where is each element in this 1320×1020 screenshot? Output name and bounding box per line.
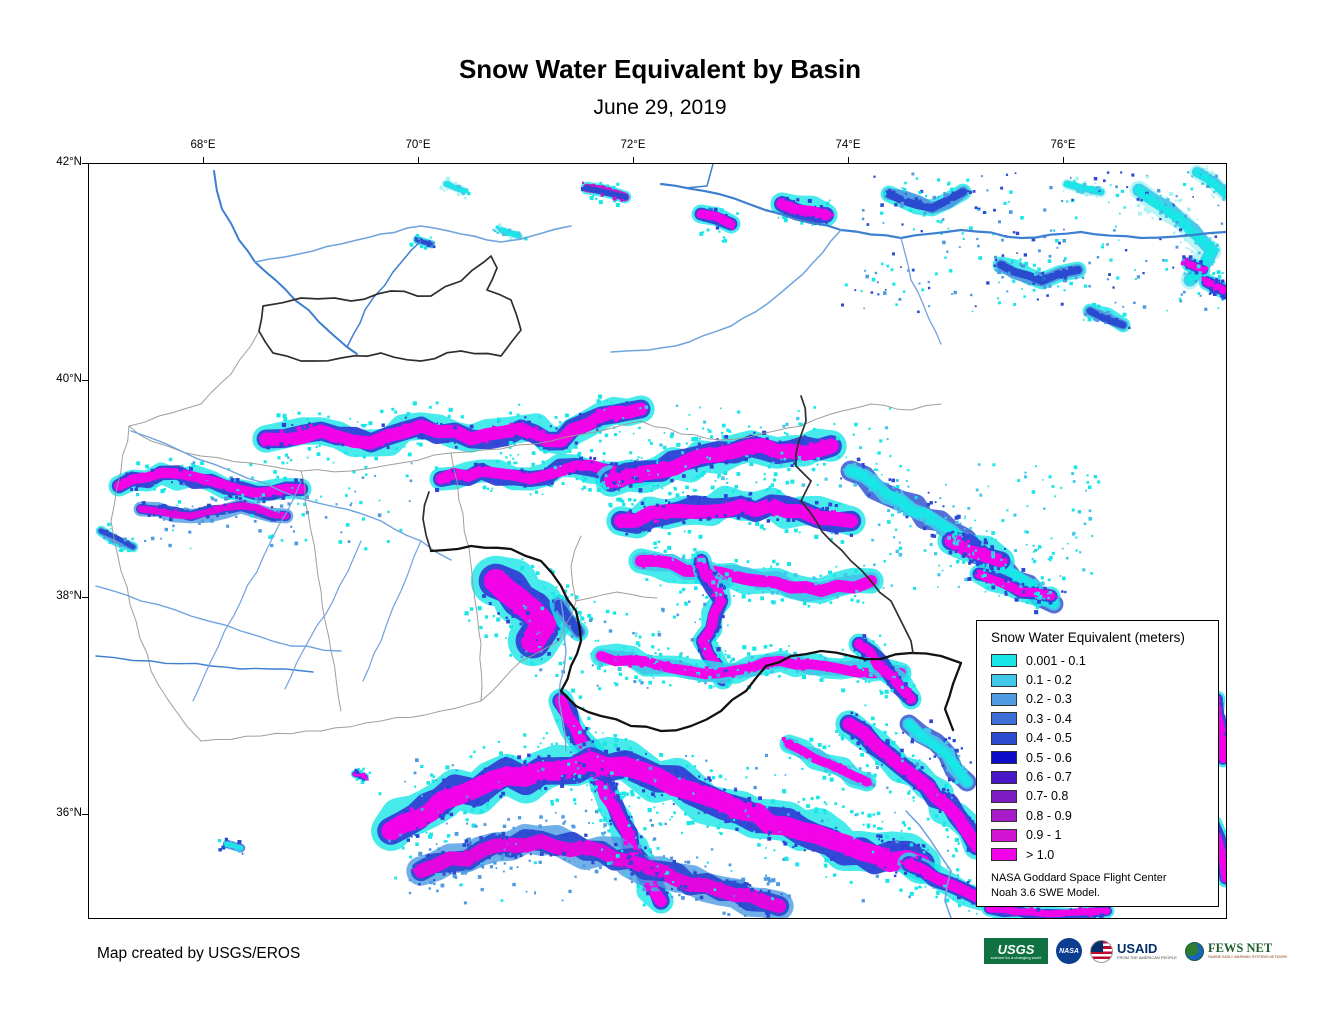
y-axis-label-36n: 36°N: [56, 807, 82, 819]
x-axis-label-70e: 70°E: [405, 139, 431, 151]
legend-label: 0.4 - 0.5: [1026, 731, 1072, 746]
legend-note: NASA Goddard Space Flight Center Noah 3.…: [991, 871, 1208, 901]
axis-tick: [847, 157, 849, 163]
x-axis-label-68e: 68°E: [190, 139, 216, 151]
usgs-logo-tagline: science for a changing world: [990, 954, 1042, 960]
x-axis-label-72e: 72°E: [620, 139, 646, 151]
legend-row: 0.8 - 0.9: [991, 806, 1208, 825]
axis-tick: [82, 814, 88, 815]
legend-label: 0.5 - 0.6: [1026, 750, 1072, 765]
nasa-logo-text: NASA: [1059, 947, 1079, 955]
legend-swatch: [991, 751, 1017, 765]
legend-label: 0.9 - 1: [1026, 828, 1062, 843]
legend-swatch: [991, 809, 1017, 823]
usgs-logo: USGS science for a changing world: [984, 938, 1048, 964]
usgs-logo-text: USGS: [997, 941, 1035, 957]
legend-label: 0.8 - 0.9: [1026, 808, 1072, 823]
legend-row: 0.001 - 0.1: [991, 651, 1208, 670]
fewsnet-logo-text: FEWS NET: [1207, 941, 1273, 956]
legend-swatch: [991, 770, 1017, 784]
legend-row: 0.7- 0.8: [991, 787, 1208, 806]
legend-note-line-2: Noah 3.6 SWE Model.: [991, 887, 1100, 900]
legend-swatch: [991, 731, 1017, 745]
legend-row: 0.4 - 0.5: [991, 729, 1208, 748]
legend-row: > 1.0: [991, 845, 1208, 864]
legend-label: 0.2 - 0.3: [1026, 692, 1072, 707]
usaid-logo-text: USAID: [1117, 940, 1158, 956]
axis-tick: [82, 163, 88, 164]
usaid-logo-tagline: FROM THE AMERICAN PEOPLE: [1117, 954, 1177, 960]
legend-label: 0.6 - 0.7: [1026, 770, 1072, 785]
axis-tick: [82, 597, 88, 598]
legend-swatch: [991, 692, 1017, 706]
legend-row: 0.6 - 0.7: [991, 767, 1208, 786]
legend-row: 0.1 - 0.2: [991, 670, 1208, 689]
map-frame: Snow Water Equivalent (meters) 0.001 - 0…: [88, 163, 1227, 919]
legend-swatch: [991, 654, 1017, 668]
legend-swatch: [991, 789, 1017, 803]
legend-row: 0.2 - 0.3: [991, 690, 1208, 709]
legend-note-line-1: NASA Goddard Space Flight Center: [991, 872, 1167, 885]
usaid-flag-icon: [1090, 939, 1113, 963]
fewsnet-logo: FEWS NET FAMINE EARLY WARNING SYSTEMS NE…: [1184, 941, 1288, 961]
legend-rows: 0.001 - 0.1 0.1 - 0.2 0.2 - 0.3 0.3 - 0.4 0.…: [991, 651, 1208, 864]
legend-title: Snow Water Equivalent (meters): [991, 630, 1185, 645]
y-axis-label-38n: 38°N: [56, 590, 82, 602]
legend-swatch: [991, 848, 1017, 862]
axis-tick: [1062, 157, 1064, 163]
legend-label: 0.7- 0.8: [1026, 789, 1069, 804]
map-title: Snow Water Equivalent by Basin: [458, 54, 862, 84]
axis-tick: [632, 157, 634, 163]
legend-swatch: [991, 828, 1017, 842]
globe-icon: [1184, 941, 1204, 961]
map-date: June 29, 2019: [593, 96, 727, 119]
y-axis-label-42n: 42°N: [56, 156, 82, 168]
axis-tick: [82, 380, 88, 381]
legend-label: 0.001 - 0.1: [1026, 653, 1086, 668]
legend-row: 0.9 - 1: [991, 826, 1208, 845]
usaid-logo: USAID FROM THE AMERICAN PEOPLE: [1090, 938, 1177, 964]
x-axis-label-74e: 74°E: [835, 139, 861, 151]
legend-box: Snow Water Equivalent (meters) 0.001 - 0…: [976, 620, 1219, 907]
legend-label: 0.3 - 0.4: [1026, 711, 1072, 726]
credit-text: Map created by USGS/EROS: [97, 945, 301, 962]
axis-tick: [202, 157, 204, 163]
legend-label: > 1.0: [1026, 847, 1055, 862]
axis-tick: [417, 157, 419, 163]
legend-row: 0.3 - 0.4: [991, 709, 1208, 728]
legend-label: 0.1 - 0.2: [1026, 673, 1072, 688]
nasa-logo: NASA: [1056, 938, 1082, 964]
legend-row: 0.5 - 0.6: [991, 748, 1208, 767]
logo-bar: USGS science for a changing world NASA U…: [984, 936, 1287, 966]
legend-swatch: [991, 712, 1017, 726]
legend-swatch: [991, 673, 1017, 687]
x-axis-label-76e: 76°E: [1050, 139, 1076, 151]
y-axis-label-40n: 40°N: [56, 373, 82, 385]
fewsnet-logo-tagline: FAMINE EARLY WARNING SYSTEMS NETWORK: [1207, 954, 1288, 959]
